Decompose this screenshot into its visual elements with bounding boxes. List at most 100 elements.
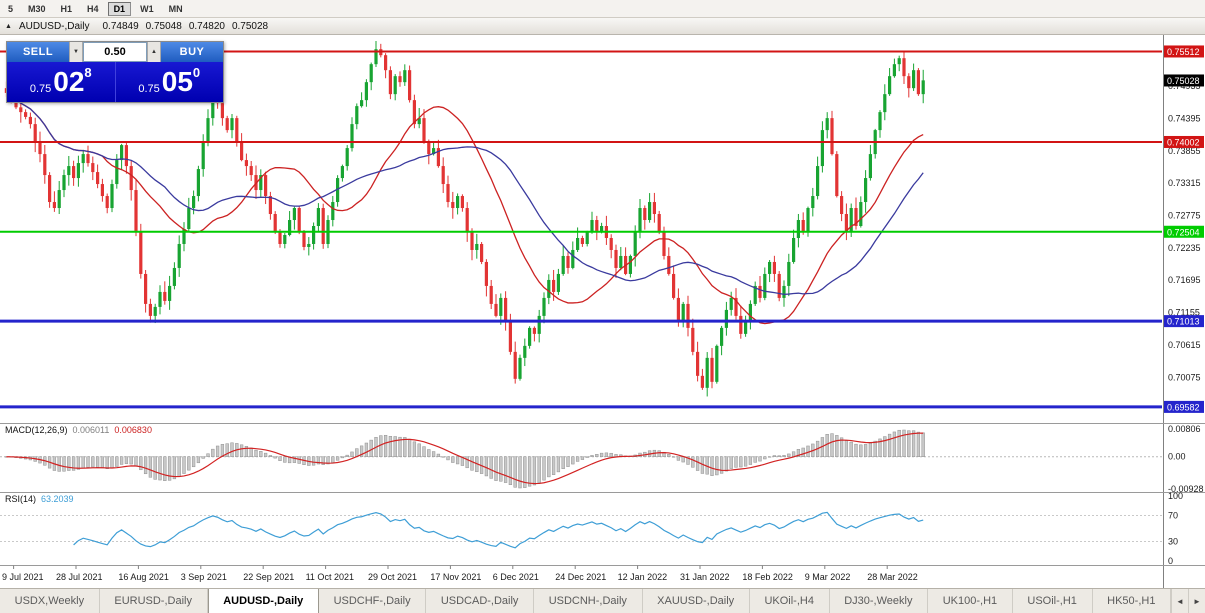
svg-text:30: 30 [1168, 537, 1178, 547]
svg-text:-0.00928: -0.00928 [1168, 484, 1204, 494]
svg-text:0.00806: 0.00806 [1168, 424, 1201, 434]
price-divider [114, 62, 116, 102]
tab-xauusd-daily[interactable]: XAUUSD-,Daily [643, 589, 750, 613]
rsi-line [73, 511, 924, 549]
tab-usoil-h1[interactable]: USOil-,H1 [1013, 589, 1093, 613]
sell-price[interactable]: 0.75 02 8 [7, 62, 115, 102]
collapse-icon[interactable]: ▲ [5, 22, 12, 30]
chart-symbol-label: AUDUSD-,Daily [18, 20, 90, 32]
macd-header: MACD(12,26,9) 0.006011 0.006830 [5, 425, 152, 435]
svg-text:0.72775: 0.72775 [1168, 211, 1201, 221]
buy-price[interactable]: 0.75 05 0 [116, 62, 224, 102]
candles [4, 40, 925, 397]
svg-text:0.69582: 0.69582 [1167, 402, 1200, 412]
date-axis: 9 Jul 2021 28 Jul 2021 16 Aug 2021 3 Sep 20… [2, 565, 918, 582]
tab-uk100-h1[interactable]: UK100-,H1 [928, 589, 1013, 613]
macd-label: MACD(12,26,9) [5, 425, 68, 435]
sell-price-point: 8 [84, 65, 92, 80]
moving-average-21 [6, 92, 924, 325]
tab-ukoil-h4[interactable]: UKOil-,H4 [750, 589, 830, 613]
macd-histogram [4, 429, 925, 489]
buy-button[interactable]: BUY [161, 42, 223, 62]
tab-eurusd-daily[interactable]: EURUSD-,Daily [100, 589, 208, 613]
timeframe-h4[interactable]: H4 [87, 3, 99, 14]
svg-text:0.74395: 0.74395 [1168, 113, 1201, 123]
svg-text:18 Feb 2022: 18 Feb 2022 [742, 572, 793, 582]
timeframe-m30[interactable]: M30 [28, 3, 46, 14]
volume-down-button[interactable]: ▼ [69, 42, 83, 62]
timeframe-toolbar: 5 M30 H1 H4 D1 W1 MN [0, 0, 1205, 18]
svg-text:0.74002: 0.74002 [1167, 137, 1200, 147]
svg-text:100: 100 [1168, 491, 1183, 501]
rsi-value: 63.2039 [41, 494, 74, 504]
trade-controls-row: SELL ▼ ▲ BUY [7, 42, 223, 62]
tabs-scroll-right-button[interactable]: ► [1188, 589, 1205, 613]
svg-text:0.71695: 0.71695 [1168, 275, 1201, 285]
svg-text:0.75028: 0.75028 [1167, 76, 1200, 86]
tab-dj30-weekly[interactable]: DJ30-,Weekly [830, 589, 929, 613]
svg-text:31 Jan 2022: 31 Jan 2022 [680, 572, 730, 582]
sell-price-prefix: 0.75 [29, 83, 52, 95]
tab-usdcad-daily[interactable]: USDCAD-,Daily [426, 589, 535, 613]
timeframe-h1[interactable]: H1 [60, 3, 73, 14]
tab-usdcnh-daily[interactable]: USDCNH-,Daily [534, 589, 643, 613]
svg-text:70: 70 [1168, 511, 1178, 521]
rsi-label: RSI(14) [5, 494, 37, 504]
chart-canvas[interactable]: 0.749350.743950.738550.733150.727750.722… [0, 35, 1205, 588]
tab-usdchf-daily[interactable]: USDCHF-,Daily [319, 589, 427, 613]
trade-prices-row: 0.75 02 8 0.75 05 0 [7, 62, 223, 102]
svg-text:0.72235: 0.72235 [1168, 243, 1201, 253]
macd-value-signal: 0.006830 [114, 425, 152, 435]
svg-text:22 Sep 2021: 22 Sep 2021 [243, 572, 294, 582]
svg-text:0.71155: 0.71155 [1168, 308, 1200, 318]
sell-button[interactable]: SELL [7, 42, 69, 62]
tabs-scroll-left-button[interactable]: ◄ [1171, 589, 1188, 613]
svg-text:0.70075: 0.70075 [1168, 372, 1201, 382]
chart-title-bar: ▲ AUDUSD-,Daily 0.74849 0.75048 0.74820 … [0, 18, 1205, 35]
svg-text:0.71013: 0.71013 [1167, 317, 1200, 327]
sell-price-pips: 02 [53, 66, 85, 97]
svg-text:0.72504: 0.72504 [1167, 227, 1200, 237]
svg-text:29 Oct 2021: 29 Oct 2021 [368, 572, 417, 582]
svg-text:12 Jan 2022: 12 Jan 2022 [618, 572, 668, 582]
chart-area: 0.749350.743950.738550.733150.727750.722… [0, 35, 1205, 588]
svg-text:0.73315: 0.73315 [1168, 178, 1201, 188]
svg-text:24 Dec 2021: 24 Dec 2021 [555, 572, 606, 582]
ohlc-high: 0.75048 [145, 20, 182, 32]
ohlc-low: 0.74820 [188, 20, 225, 32]
buy-price-pips: 05 [161, 66, 193, 97]
timeframe-5[interactable]: 5 [8, 3, 14, 14]
buy-price-prefix: 0.75 [138, 83, 160, 95]
ohlc-close: 0.75028 [231, 20, 269, 32]
price-axis [1163, 35, 1205, 588]
timeframe-w1[interactable]: W1 [140, 3, 154, 14]
timeframe-d1[interactable]: D1 [107, 1, 132, 16]
tab-usdx-weekly[interactable]: USDX,Weekly [0, 589, 100, 613]
volume-up-button[interactable]: ▲ [147, 42, 161, 62]
svg-text:0.00: 0.00 [1168, 452, 1186, 462]
tab-audusd-daily[interactable]: AUDUSD-,Daily [207, 589, 319, 613]
timeframe-mn[interactable]: MN [168, 3, 183, 14]
svg-text:17 Nov 2021: 17 Nov 2021 [430, 572, 481, 582]
svg-text:9 Jul 2021: 9 Jul 2021 [2, 572, 44, 582]
svg-text:28 Mar 2022: 28 Mar 2022 [867, 572, 918, 582]
tab-hk50-h1[interactable]: HK50-,H1 [1093, 589, 1171, 613]
volume-input[interactable] [83, 42, 147, 62]
svg-text:0.70615: 0.70615 [1168, 340, 1201, 350]
svg-text:3 Sep 2021: 3 Sep 2021 [181, 572, 227, 582]
rsi-header: RSI(14) 63.2039 [5, 494, 74, 504]
svg-text:0: 0 [1168, 556, 1173, 566]
buy-price-point: 0 [192, 65, 201, 80]
svg-text:0.75512: 0.75512 [1167, 47, 1200, 57]
ohlc-open: 0.74849 [102, 20, 139, 32]
one-click-trading-panel: SELL ▼ ▲ BUY 0.75 02 8 0.75 05 0 [6, 41, 224, 103]
svg-text:9 Mar 2022: 9 Mar 2022 [805, 572, 851, 582]
symbol-tabbar: USDX,Weekly EURUSD-,Daily AUDUSD-,Daily USD… [0, 588, 1205, 613]
moving-average-34 [6, 92, 924, 296]
svg-text:6 Dec 2021: 6 Dec 2021 [493, 572, 539, 582]
macd-value-main: 0.006011 [72, 425, 110, 435]
svg-text:16 Aug 2021: 16 Aug 2021 [118, 572, 169, 582]
svg-text:0.73855: 0.73855 [1168, 146, 1201, 156]
svg-text:11 Oct 2021: 11 Oct 2021 [306, 572, 354, 582]
